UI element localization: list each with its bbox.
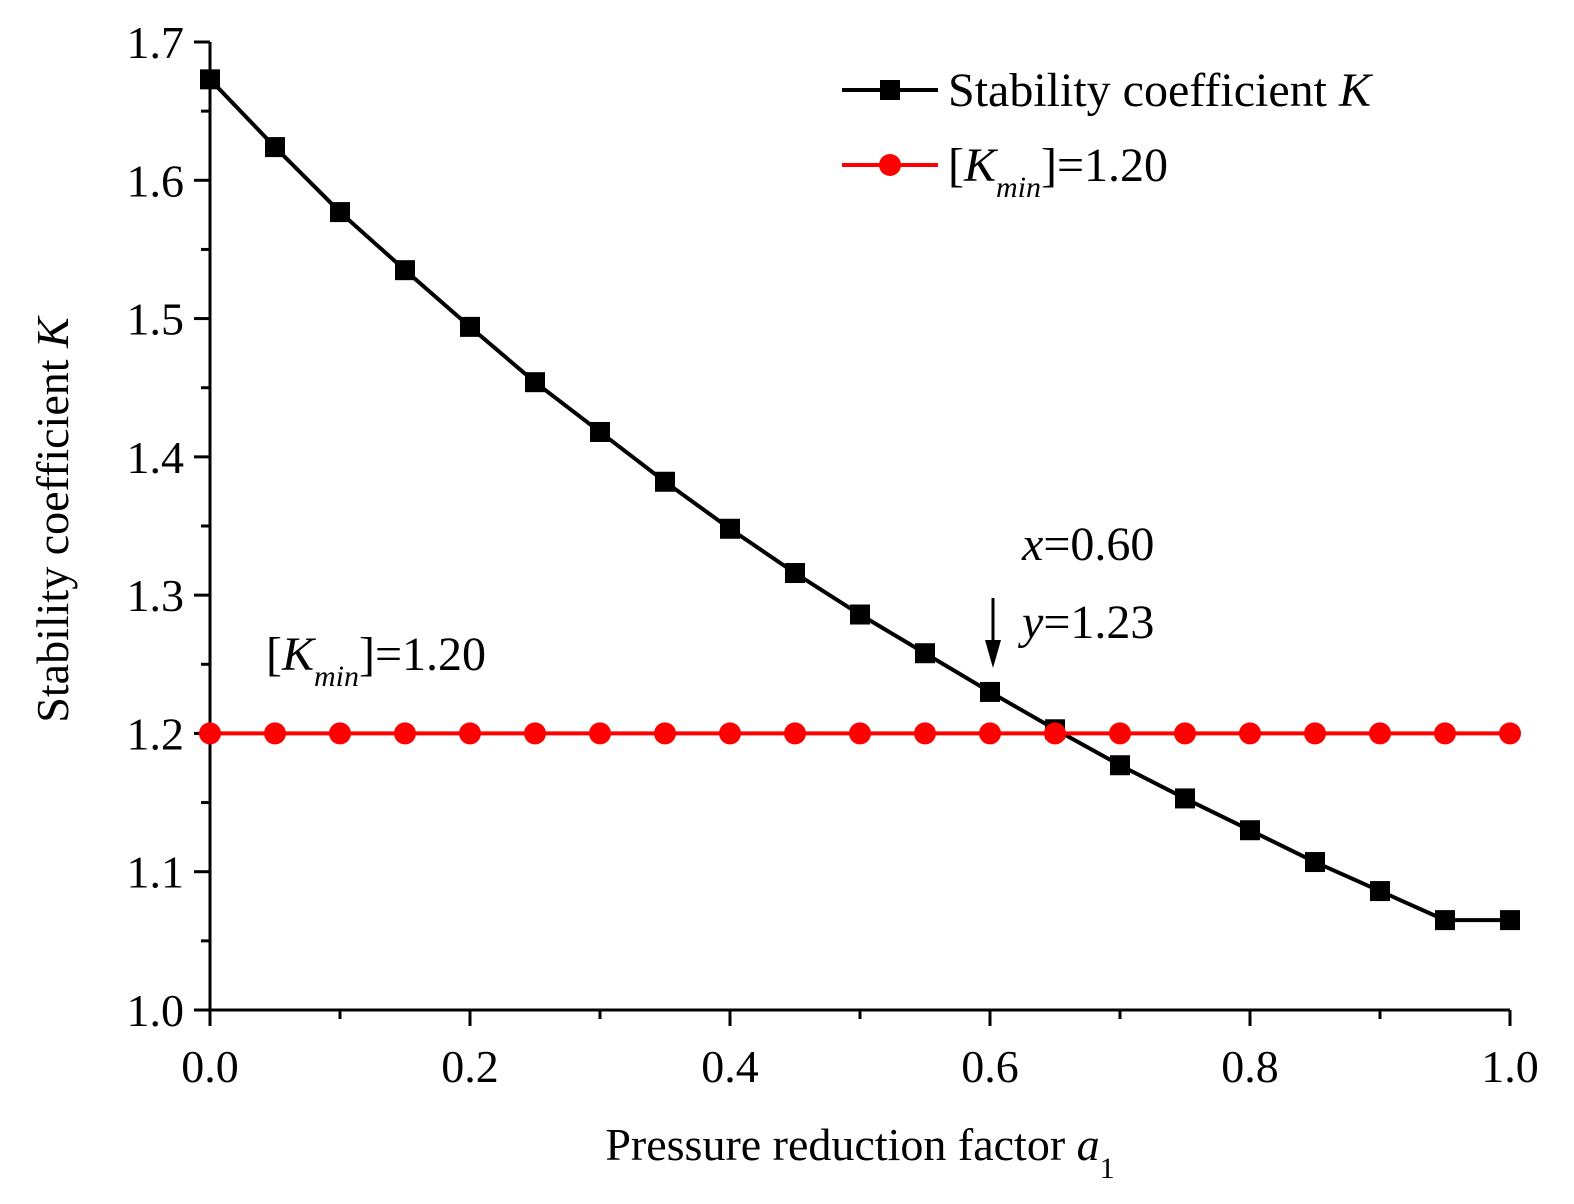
x-tick-label: 0.8 xyxy=(1221,1041,1279,1092)
data-point-kmin xyxy=(1109,722,1131,745)
data-point-stability xyxy=(200,69,220,90)
data-point-kmin xyxy=(914,722,936,745)
x-tick-label: 1.0 xyxy=(1481,1041,1539,1092)
data-point-kmin xyxy=(849,722,871,745)
data-point-stability xyxy=(1175,788,1195,809)
data-point-stability xyxy=(720,518,740,539)
y-axis-label: Stability coefficient K xyxy=(27,315,78,723)
data-point-kmin xyxy=(784,722,806,745)
y-tick-label: 1.0 xyxy=(127,985,185,1036)
data-point-kmin xyxy=(1239,722,1261,745)
data-point-stability xyxy=(915,643,935,664)
data-point-stability xyxy=(1305,852,1325,873)
x-tick-label: 0.4 xyxy=(701,1041,759,1092)
legend-label-stability: Stability coefficient K xyxy=(948,64,1374,117)
x-axis-label: Pressure reduction factor a1 xyxy=(605,1119,1114,1185)
data-point-stability xyxy=(850,604,870,625)
data-point-kmin xyxy=(264,722,286,745)
y-tick-label: 1.5 xyxy=(127,294,185,345)
data-point-stability xyxy=(590,421,610,442)
x-tick-label: 0.0 xyxy=(181,1041,239,1092)
data-point-kmin xyxy=(654,722,676,745)
y-tick-label: 1.1 xyxy=(127,847,185,898)
y-tick-label: 1.7 xyxy=(127,17,185,68)
data-point-kmin xyxy=(394,722,416,745)
data-point-stability xyxy=(1110,755,1130,776)
data-point-stability xyxy=(785,563,805,584)
series-line-stability xyxy=(208,77,1510,923)
data-point-kmin xyxy=(524,722,546,745)
y-tick-label: 1.4 xyxy=(127,432,185,483)
x-tick-label: 0.2 xyxy=(441,1041,499,1092)
data-point-stability xyxy=(1500,910,1520,931)
data-point-kmin xyxy=(1369,722,1391,745)
data-point-kmin xyxy=(1434,722,1456,745)
data-point-kmin xyxy=(1174,722,1196,745)
legend-marker-stability xyxy=(880,80,900,100)
data-point-kmin xyxy=(459,722,481,745)
data-point-kmin xyxy=(979,722,1001,745)
axes: 1.0 1.1 1.2 1.3 1.4 1.5 1.6 1.7 0.0 0.2 0.4 0.6 0.8 1… xyxy=(127,17,1539,1092)
data-point-stability xyxy=(395,260,415,281)
data-point-stability xyxy=(1370,881,1390,902)
data-point-kmin xyxy=(1304,722,1326,745)
legend: Stability coefficient K [Kmin]=1.20 xyxy=(842,64,1374,204)
data-point-stability xyxy=(460,316,480,337)
data-point-kmin xyxy=(1044,722,1066,745)
data-point-stability xyxy=(330,202,350,223)
data-point-stability xyxy=(655,471,675,492)
series-layer xyxy=(199,69,1521,931)
y-tick-label: 1.3 xyxy=(127,570,185,621)
x-tick-label: 0.6 xyxy=(961,1041,1019,1092)
data-point-stability xyxy=(980,681,1000,702)
annotation-arrow xyxy=(985,598,1001,668)
data-point-kmin xyxy=(1499,722,1521,745)
data-point-kmin xyxy=(719,722,741,745)
data-point-stability xyxy=(525,372,545,393)
legend-marker-kmin xyxy=(879,154,901,176)
y-tick-label: 1.2 xyxy=(127,708,185,759)
data-point-kmin xyxy=(199,722,221,745)
data-point-kmin xyxy=(589,722,611,745)
data-point-kmin xyxy=(329,722,351,745)
point-annotation-y: y=1.23 xyxy=(1017,596,1154,649)
data-point-stability xyxy=(1435,910,1455,931)
y-tick-label: 1.6 xyxy=(127,155,185,206)
data-point-stability xyxy=(1240,820,1260,841)
data-point-stability xyxy=(265,137,285,158)
point-annotation-x: x=0.60 xyxy=(1021,518,1154,571)
legend-label-kmin: [Kmin]=1.20 xyxy=(948,139,1168,204)
kmin-annotation: [Kmin]=1.20 xyxy=(266,628,486,693)
